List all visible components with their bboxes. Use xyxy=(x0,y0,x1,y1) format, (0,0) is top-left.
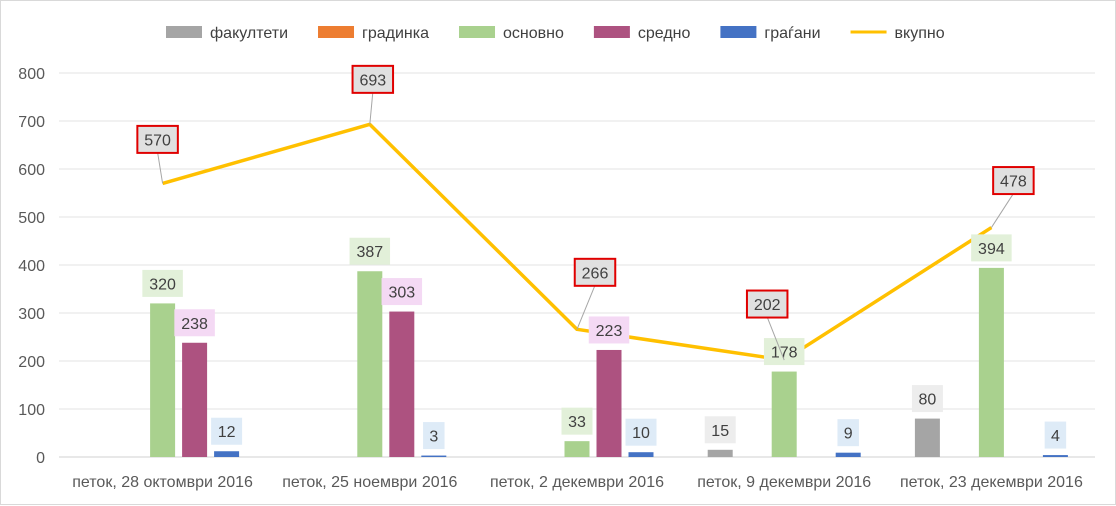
data-label: 238 xyxy=(181,316,208,333)
legend-swatch xyxy=(318,26,355,38)
data-label: 303 xyxy=(388,285,415,302)
bar xyxy=(182,342,208,457)
bar xyxy=(628,452,654,457)
legend-label: градинка xyxy=(362,25,429,42)
legend-label: основно xyxy=(503,25,564,42)
data-label-box xyxy=(1044,421,1067,449)
data-label: 15 xyxy=(711,423,729,440)
x-category-label: петок, 2 декември 2016 xyxy=(490,474,664,491)
legend-swatch xyxy=(593,26,630,38)
data-label-box xyxy=(992,166,1035,196)
data-label: 387 xyxy=(356,244,383,261)
y-axis-ticks: 0 100 200 300 400 500 600 700 800 xyxy=(18,66,45,467)
data-label: 570 xyxy=(144,132,171,149)
data-label: 394 xyxy=(978,241,1005,258)
data-label-box xyxy=(381,278,423,306)
data-label: 3 xyxy=(429,429,438,446)
bar xyxy=(835,452,861,457)
y-tick-label: 700 xyxy=(18,114,45,131)
bar xyxy=(150,303,176,457)
data-label: 80 xyxy=(919,392,937,409)
data-label: 266 xyxy=(582,265,609,282)
legend-label: вкупно xyxy=(895,25,945,42)
data-label-box xyxy=(763,338,805,366)
legend: факултети градинка основно средно граѓани вку… xyxy=(166,25,945,42)
data-label: 4 xyxy=(1051,428,1060,445)
x-category-label: петок, 23 декември 2016 xyxy=(900,474,1083,491)
data-label: 693 xyxy=(359,72,386,89)
data-label-box xyxy=(625,418,657,446)
y-tick-label: 100 xyxy=(18,402,45,419)
legend-label: средно xyxy=(638,25,691,42)
data-label-box xyxy=(573,257,617,287)
callout-leader xyxy=(369,92,374,125)
data-label-box xyxy=(704,416,736,444)
legend-label: факултети xyxy=(210,25,288,42)
bar xyxy=(707,449,733,457)
data-label-box xyxy=(211,417,243,445)
legend-swatch xyxy=(720,26,757,38)
bar xyxy=(1042,455,1068,457)
data-label: 33 xyxy=(568,414,586,431)
data-label-box xyxy=(911,385,943,413)
bar xyxy=(389,311,415,457)
callout-leader xyxy=(157,152,164,184)
bars xyxy=(150,267,1068,457)
y-tick-label: 200 xyxy=(18,354,45,371)
data-label: 178 xyxy=(771,345,798,362)
callout-leader xyxy=(766,316,785,361)
data-label: 478 xyxy=(1000,174,1027,191)
bar xyxy=(564,441,590,457)
bar xyxy=(357,271,383,457)
callout-leader xyxy=(990,193,1014,228)
bar xyxy=(771,371,797,457)
total-line-path xyxy=(162,122,993,362)
x-category-label: петок, 9 декември 2016 xyxy=(697,474,871,491)
y-tick-label: 600 xyxy=(18,162,45,179)
data-label-box xyxy=(174,309,215,337)
x-category-label: петок, 28 октомври 2016 xyxy=(72,474,253,491)
callout-leader xyxy=(576,285,596,330)
data-label: 320 xyxy=(149,276,176,293)
bar xyxy=(596,349,622,457)
y-tick-label: 500 xyxy=(18,210,45,227)
data-label-box xyxy=(561,407,593,435)
bar xyxy=(214,451,240,457)
data-label-box xyxy=(351,64,395,94)
data-label-box xyxy=(588,316,630,344)
y-tick-label: 800 xyxy=(18,66,45,83)
data-label-box xyxy=(423,422,445,450)
bar xyxy=(914,418,940,457)
bar xyxy=(421,455,447,457)
data-label-box xyxy=(142,269,183,297)
data-label: 10 xyxy=(632,425,650,442)
data-label-box xyxy=(349,237,391,265)
bar xyxy=(978,267,1004,457)
legend-swatch xyxy=(166,26,202,38)
data-label: 9 xyxy=(844,426,853,443)
data-label-box xyxy=(745,289,789,319)
data-label: 223 xyxy=(596,323,623,340)
x-axis-categories: петок, 28 октомври 2016 петок, 25 ноември… xyxy=(72,474,1083,491)
y-tick-label: 400 xyxy=(18,258,45,275)
data-label-box xyxy=(837,419,859,447)
y-tick-label: 300 xyxy=(18,306,45,323)
legend-label: граѓани xyxy=(764,25,820,42)
legend-swatch xyxy=(459,26,496,38)
data-label: 202 xyxy=(754,297,781,314)
data-label-box xyxy=(136,124,179,154)
y-tick-label: 0 xyxy=(36,450,45,467)
data-label: 12 xyxy=(218,424,236,441)
data-label-box xyxy=(971,234,1012,262)
data-labels: 15 80 320 387 33 178 394 238 303 223 12 3 10 9 4 570 693… xyxy=(136,64,1067,450)
total-line xyxy=(162,122,993,362)
x-category-label: петок, 25 ноември 2016 xyxy=(282,474,457,491)
